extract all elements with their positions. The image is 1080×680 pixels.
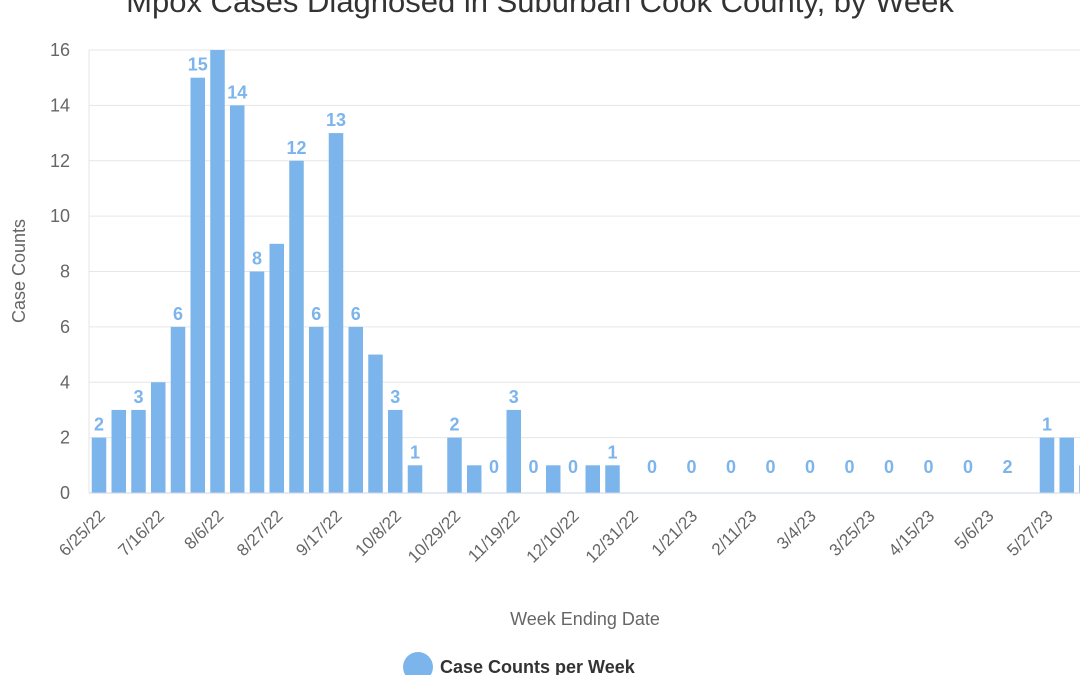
data-label: 3 — [133, 387, 143, 407]
bar[interactable] — [210, 50, 225, 493]
bar[interactable] — [1039, 437, 1055, 493]
x-tick-label: 8/6/22 — [180, 506, 227, 553]
bar[interactable] — [309, 326, 324, 493]
bar[interactable] — [151, 382, 166, 493]
data-label: 0 — [568, 457, 578, 477]
data-label: 0 — [489, 457, 499, 477]
bar[interactable] — [230, 105, 245, 493]
data-label: 12 — [286, 138, 306, 158]
data-label: 13 — [326, 110, 346, 130]
legend-label[interactable]: Case Counts per Week — [440, 657, 636, 677]
y-tick-label: 12 — [50, 151, 70, 171]
bar[interactable] — [388, 409, 403, 493]
x-tick-label: 11/19/22 — [464, 506, 523, 565]
data-label: 2 — [449, 415, 459, 435]
y-tick-label: 2 — [60, 428, 70, 448]
bar[interactable] — [467, 465, 482, 493]
chart-title: Mpox Cases Diagnosed in Suburban Cook Co… — [126, 0, 954, 19]
bar[interactable] — [111, 409, 127, 493]
data-label: 3 — [390, 387, 400, 407]
x-axis-title: Week Ending Date — [510, 609, 660, 629]
data-label: 0 — [765, 457, 775, 477]
data-label: 0 — [923, 457, 933, 477]
data-label: 0 — [726, 457, 736, 477]
data-label: 0 — [963, 457, 973, 477]
data-label: 8 — [252, 249, 262, 269]
x-tick-label: 3/25/23 — [826, 506, 880, 560]
x-tick-label: 1/21/23 — [648, 506, 702, 560]
x-tick-label: 8/27/22 — [233, 506, 287, 560]
bar[interactable] — [585, 465, 601, 493]
x-tick-label: 9/17/22 — [292, 506, 346, 560]
data-label: 0 — [805, 457, 815, 477]
data-label: 2 — [1002, 457, 1012, 477]
data-label: 0 — [647, 457, 657, 477]
bar[interactable] — [368, 354, 383, 493]
data-label: 6 — [173, 304, 183, 324]
legend[interactable]: Case Counts per Week — [403, 652, 636, 680]
y-axis-ticks: 0 2 4 6 8 10 12 14 16 — [50, 40, 70, 503]
bar[interactable] — [289, 160, 304, 493]
x-tick-label: 12/31/22 — [582, 506, 642, 566]
x-tick-label: 7/16/22 — [115, 506, 169, 560]
data-label: 1 — [410, 442, 420, 462]
bar[interactable] — [190, 77, 206, 493]
bar[interactable] — [506, 409, 522, 493]
bar[interactable] — [91, 437, 107, 493]
data-label: 1 — [607, 442, 617, 462]
x-tick-label: 4/15/23 — [885, 506, 939, 560]
data-label: 14 — [227, 82, 247, 102]
data-label: 1 — [1042, 415, 1052, 435]
y-tick-label: 0 — [60, 483, 70, 503]
x-tick-label: 5/27/23 — [1003, 506, 1057, 560]
data-label: 6 — [311, 304, 321, 324]
y-tick-label: 4 — [60, 372, 70, 392]
bar[interactable] — [1059, 437, 1075, 493]
y-tick-label: 10 — [50, 206, 70, 226]
x-axis-ticks: 6/25/22 7/16/22 8/6/22 8/27/22 9/17/22 10/8/2… — [55, 506, 1057, 566]
x-tick-label: 2/11/23 — [708, 506, 761, 559]
bar[interactable] — [605, 465, 620, 493]
y-tick-label: 16 — [50, 40, 70, 60]
bar[interactable] — [546, 465, 561, 493]
x-tick-label: 10/29/22 — [404, 506, 464, 566]
data-label: 0 — [844, 457, 854, 477]
legend-marker — [403, 652, 433, 680]
y-tick-label: 6 — [60, 317, 70, 337]
y-tick-label: 8 — [60, 262, 70, 282]
x-tick-label: 5/6/23 — [951, 506, 998, 553]
y-axis-title: Case Counts — [9, 219, 29, 323]
data-label: 3 — [509, 387, 519, 407]
data-label: 2 — [94, 415, 104, 435]
bar[interactable] — [269, 243, 285, 493]
bar[interactable] — [249, 271, 265, 494]
bar[interactable] — [447, 437, 462, 493]
bar[interactable] — [407, 465, 423, 493]
bars — [91, 50, 1080, 494]
y-tick-label: 14 — [50, 95, 70, 115]
data-label: 0 — [686, 457, 696, 477]
x-tick-label: 6/25/22 — [55, 506, 109, 560]
x-tick-label: 3/4/23 — [773, 506, 820, 553]
x-tick-label: 10/8/22 — [352, 506, 406, 560]
bar[interactable] — [328, 133, 344, 493]
data-label: 0 — [528, 457, 538, 477]
data-label: 6 — [351, 304, 361, 324]
bar[interactable] — [131, 409, 146, 493]
bar[interactable] — [170, 326, 186, 493]
bar[interactable] — [348, 326, 364, 493]
data-label: 0 — [884, 457, 894, 477]
x-tick-label: 12/10/22 — [523, 506, 583, 566]
data-label: 15 — [188, 55, 208, 75]
